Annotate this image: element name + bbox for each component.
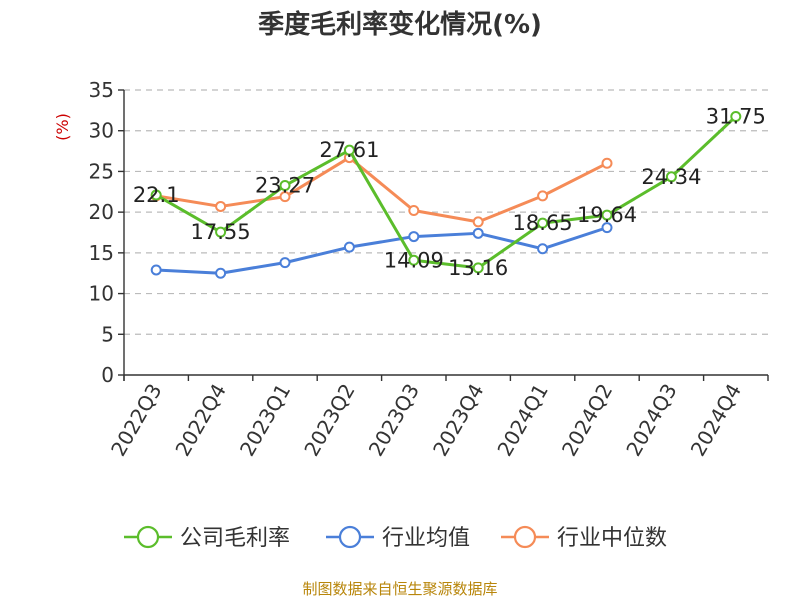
x-tick-label: 2024Q2 [557, 380, 617, 461]
data-point [472, 227, 484, 239]
data-label: 22.1 [133, 183, 180, 207]
axes [118, 89, 769, 381]
y-tick-label: 25 [89, 159, 114, 183]
data-point [601, 157, 613, 169]
x-tick-label: 2022Q3 [106, 380, 166, 461]
data-point [601, 222, 613, 234]
y-tick-label: 30 [89, 119, 114, 143]
legend-marker [136, 525, 160, 549]
data-point [343, 144, 355, 156]
data-label: 24.34 [641, 165, 701, 189]
data-point [215, 267, 227, 279]
data-point [215, 200, 227, 212]
data-point [665, 171, 677, 183]
data-label: 27.61 [319, 138, 379, 162]
data-point [343, 241, 355, 253]
data-point [537, 217, 549, 229]
x-tick-label: 2024Q3 [621, 380, 681, 461]
data-label: 18.65 [513, 211, 573, 235]
data-label: 19.64 [577, 203, 637, 227]
x-tick-label: 2024Q1 [492, 380, 552, 461]
data-label: 23.27 [255, 174, 315, 198]
data-point [408, 254, 420, 266]
legend-item: 行业均值 [326, 525, 470, 551]
data-point [472, 216, 484, 228]
data-point [472, 262, 484, 274]
data-point [730, 110, 742, 122]
data-point [150, 189, 162, 201]
data-point [601, 209, 613, 221]
legend-item: 行业中位数 [501, 525, 667, 551]
legend: 公司毛利率 行业均值 行业中位数 [124, 525, 667, 551]
x-tick-label: 2022Q4 [170, 380, 230, 461]
legend-marker [513, 525, 537, 549]
chart-title: 季度毛利率变化情况(%) [258, 9, 542, 40]
x-tick-label: 2023Q3 [364, 380, 424, 461]
data-label: 14.09 [384, 248, 444, 272]
y-tick-label: 5 [101, 322, 114, 346]
data-label: 31.75 [706, 104, 766, 128]
data-point [279, 180, 291, 192]
data-label: 13.16 [448, 256, 508, 280]
data-point [279, 257, 291, 269]
y-axis-unit: (%) [53, 113, 72, 141]
y-tick-label: 10 [89, 282, 114, 306]
data-point [408, 205, 420, 217]
x-tick-label: 2023Q2 [299, 380, 359, 461]
y-tick-labels: 0 5 10 15 20 25 30 35 [89, 78, 114, 387]
legend-item: 公司毛利率 [124, 525, 290, 551]
legend-label: 行业中位数 [557, 526, 667, 551]
legend-marker [338, 525, 362, 549]
data-point [150, 264, 162, 276]
data-point [537, 243, 549, 255]
data-label: 17.55 [191, 220, 251, 244]
series-group [150, 110, 742, 279]
y-tick-label: 15 [89, 241, 114, 265]
grid-lines [124, 89, 768, 335]
x-tick-label: 2024Q4 [686, 380, 746, 461]
x-tick-label: 2023Q4 [428, 380, 488, 461]
legend-label: 公司毛利率 [180, 526, 290, 551]
data-point [537, 190, 549, 202]
source-note: 制图数据来自恒生聚源数据库 [302, 580, 497, 598]
data-point [408, 231, 420, 243]
legend-label: 行业均值 [382, 526, 470, 551]
series-line [155, 156, 608, 224]
data-point [215, 226, 227, 238]
series-line [156, 226, 608, 275]
y-tick-label: 35 [89, 78, 114, 102]
data-point [279, 191, 291, 203]
x-tick-label: 2023Q1 [235, 380, 295, 461]
y-tick-label: 0 [101, 363, 114, 387]
x-tick-labels: 2022Q3 2022Q4 2023Q1 2023Q2 2023Q3 2023Q4 2024… [106, 380, 746, 461]
y-tick-label: 20 [89, 200, 114, 224]
series-line [155, 115, 737, 270]
